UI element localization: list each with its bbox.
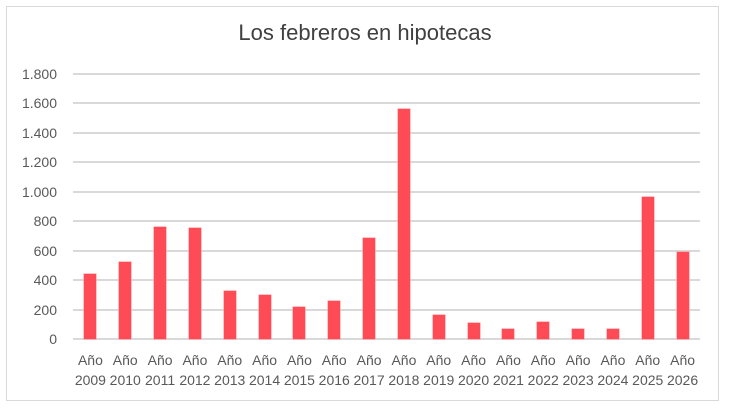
x-tick-label: Año 2010 (109, 352, 141, 388)
bar-2019 (432, 314, 445, 339)
x-tick-label: Año 2024 (597, 352, 629, 388)
bar-2009 (84, 274, 97, 339)
y-tick-label: 1.600 (21, 95, 57, 112)
bar-2025 (641, 197, 654, 339)
bar-2014 (258, 295, 271, 339)
x-tick-label: Año 2012 (179, 352, 211, 388)
bar-2024 (606, 328, 619, 339)
bar-2016 (328, 300, 341, 339)
gridline (73, 102, 700, 105)
x-tick-label: Año 2023 (562, 352, 594, 388)
bar-2022 (537, 321, 550, 339)
gridline (73, 338, 700, 340)
gridline (73, 249, 700, 252)
x-tick-label: Año 2013 (214, 352, 246, 388)
x-tick-label: Año 2011 (145, 352, 176, 388)
bar-2012 (188, 228, 201, 339)
bar-2018 (397, 109, 410, 339)
x-tick-label: Año 2019 (423, 352, 455, 388)
x-tick-label: Año 2017 (353, 352, 385, 388)
gridline (73, 161, 700, 164)
bar-2017 (363, 237, 376, 339)
y-tick-label: 800 (33, 213, 57, 230)
x-tick-label: Año 2026 (666, 352, 699, 388)
gridline (73, 73, 700, 75)
bar-2026 (676, 252, 689, 339)
x-tick-label: Año 2018 (388, 352, 420, 388)
chart-title: Los febreros en hipotecas (238, 20, 492, 45)
y-tick-label: 1.800 (21, 66, 57, 82)
x-tick-label: Año 2020 (457, 352, 490, 388)
bar-2023 (572, 329, 585, 339)
x-tick-label: Año 2025 (632, 352, 664, 388)
bar-2020 (467, 323, 480, 339)
gridline (73, 308, 700, 311)
bar-2013 (223, 291, 236, 339)
bar-2010 (119, 262, 132, 339)
y-tick-label: 400 (33, 272, 57, 289)
gridline (73, 190, 700, 193)
x-tick-label: Año 2014 (248, 352, 281, 388)
x-tick-label: Año 2016 (318, 352, 350, 388)
x-tick-label: Año 2009 (74, 352, 106, 388)
y-tick-label: 1.400 (21, 124, 57, 141)
x-tick-label: Año 2022 (527, 352, 559, 388)
y-tick-label: 1.200 (21, 154, 57, 171)
bar-2021 (502, 329, 515, 339)
bar-2011 (154, 226, 167, 339)
y-tick-label: 200 (33, 301, 57, 318)
y-tick-label: 0 (49, 331, 57, 347)
gridline (73, 220, 700, 223)
x-tick-label: Año 2021 (492, 352, 524, 388)
gridline (73, 131, 700, 134)
y-tick-label: 1.000 (21, 183, 57, 200)
gridline (73, 279, 700, 282)
x-tick-label: Año 2015 (283, 352, 315, 388)
y-tick-label: 600 (33, 242, 57, 259)
bar-2015 (293, 306, 306, 339)
